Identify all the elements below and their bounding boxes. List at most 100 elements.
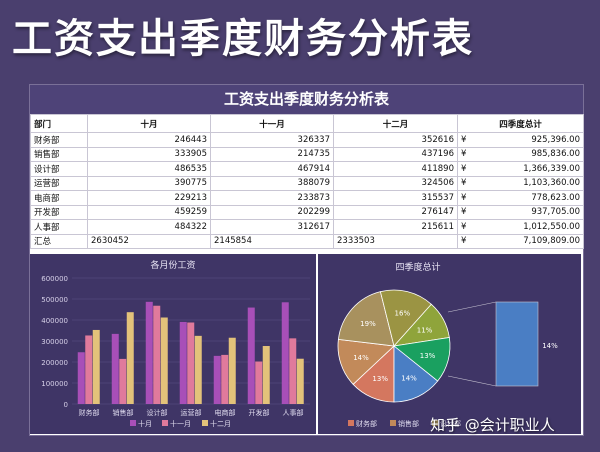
cell-total[interactable]: ¥937,705.00 — [457, 204, 584, 220]
header-total[interactable]: 四季度总计 — [457, 114, 584, 133]
watermark: 知乎 @会计职业人 — [430, 416, 555, 434]
bar-1-2 — [126, 312, 134, 404]
y-tick-label: 100000 — [41, 380, 68, 388]
cell-nov[interactable]: 312617 — [210, 219, 334, 235]
total-value: 1,012,550.00 — [523, 221, 580, 232]
total-value: 925,396.00 — [531, 134, 580, 145]
currency-symbol: ¥ — [461, 149, 467, 160]
cell-nov[interactable]: 233873 — [210, 190, 334, 206]
currency-symbol: ¥ — [461, 236, 467, 247]
bar-chart-panel[interactable]: 各月份工资 0 100000 200000 300000 400000 500000 6000… — [30, 254, 316, 434]
table-row: 销售部 333905 214735 437196 ¥985,836.00 — [30, 146, 584, 162]
x-tick-label: 人事部 — [283, 408, 304, 417]
legend-swatch — [390, 420, 396, 426]
bar-1-0 — [111, 333, 119, 404]
pie-label: 19% — [360, 320, 376, 328]
cell-dec[interactable]: 324506 — [333, 175, 458, 191]
cell-dec[interactable]: 411890 — [333, 161, 458, 177]
cell-oct[interactable]: 246443 — [87, 132, 211, 148]
total-value: 7,109,809.00 — [523, 236, 580, 247]
header-dept[interactable]: 部门 — [30, 114, 88, 133]
cell-oct[interactable]: 333905 — [87, 146, 211, 162]
cell-dept[interactable]: 设计部 — [30, 161, 88, 177]
table-row: 开发部 459259 202299 276147 ¥937,705.00 — [30, 204, 584, 220]
cell-total[interactable]: ¥985,836.00 — [457, 146, 584, 162]
bar-3-0 — [179, 321, 187, 404]
bar-2-0 — [145, 301, 153, 404]
cell-nov[interactable]: 2145854 — [210, 233, 334, 249]
exploded-bar — [495, 301, 539, 387]
header-row: 部门 十月 十一月 十二月 四季度总计 — [30, 114, 584, 133]
pie-chart-title: 四季度总计 — [395, 261, 440, 273]
legend-label: 十一月 — [170, 419, 191, 428]
cell-oct[interactable]: 390775 — [87, 175, 211, 191]
bar-0-1 — [85, 335, 93, 404]
cell-nov[interactable]: 202299 — [210, 204, 334, 220]
total-value: 1,366,339.00 — [523, 163, 580, 174]
pie-label: 13% — [372, 375, 388, 383]
cell-dec[interactable]: 276147 — [333, 204, 458, 220]
header-dec[interactable]: 十二月 — [333, 114, 458, 133]
pie-slice-3 — [379, 289, 432, 347]
cell-dept[interactable]: 汇总 — [30, 233, 88, 249]
legend-swatch — [162, 420, 168, 426]
cell-total[interactable]: ¥7,109,809.00 — [457, 233, 584, 249]
legend-swatch — [432, 420, 438, 426]
cell-dec[interactable]: 2333503 — [333, 233, 458, 249]
pie-chart: 四季度总计 13% 14% 19% 16% 11% 13% 14% 14% 财务部 销售部 设计部 — [337, 261, 558, 428]
cell-total[interactable]: ¥778,623.00 — [457, 190, 584, 206]
cell-dec[interactable]: 437196 — [333, 146, 458, 162]
cell-dec[interactable]: 315537 — [333, 190, 458, 206]
cell-dec[interactable]: 352616 — [333, 132, 458, 148]
pie-label: 16% — [395, 309, 411, 317]
cell-dept[interactable]: 人事部 — [30, 219, 88, 235]
pie-chart-panel[interactable]: 四季度总计 13% 14% 19% 16% 11% 13% 14% 14% 财务部 销售部 设计部 — [318, 254, 581, 434]
cell-oct[interactable]: 229213 — [87, 190, 211, 206]
banner-title: 工资支出季度财务分析表 — [12, 16, 474, 62]
cell-total[interactable]: ¥1,366,339.00 — [457, 161, 584, 177]
bar-2-2 — [160, 317, 168, 404]
cell-dept[interactable]: 电商部 — [30, 190, 88, 206]
bar-4-2 — [228, 337, 236, 404]
table-row: 设计部 486535 467914 411890 ¥1,366,339.00 — [30, 161, 584, 177]
currency-symbol: ¥ — [461, 192, 467, 203]
finance-table: 部门 十月 十一月 十二月 四季度总计 财务部 246443 326337 35261… — [30, 114, 584, 249]
bar-5-1 — [255, 361, 263, 404]
bar-6-2 — [296, 358, 304, 404]
connector-line — [447, 301, 497, 313]
cell-dept[interactable]: 财务部 — [30, 132, 88, 148]
cell-nov[interactable]: 214735 — [210, 146, 334, 162]
currency-symbol: ¥ — [461, 134, 467, 145]
cell-oct[interactable]: 2630452 — [87, 233, 211, 249]
summary-row: 汇总 2630452 2145854 2333503 ¥7,109,809.00 — [30, 233, 584, 249]
x-tick-label: 设计部 — [147, 408, 168, 417]
cell-nov[interactable]: 326337 — [210, 132, 334, 148]
table-title: 工资支出季度财务分析表 — [30, 85, 583, 114]
bar-chart-title: 各月份工资 — [150, 259, 195, 271]
pie-slice-2 — [337, 291, 395, 347]
cell-oct[interactable]: 486535 — [87, 161, 211, 177]
pie-label: 13% — [420, 352, 436, 360]
header-nov[interactable]: 十一月 — [210, 114, 334, 133]
bar-6-0 — [281, 302, 289, 404]
currency-symbol: ¥ — [461, 207, 467, 218]
cell-total[interactable]: ¥925,396.00 — [457, 132, 584, 148]
header-oct[interactable]: 十月 — [87, 114, 211, 133]
cell-dept[interactable]: 运营部 — [30, 175, 88, 191]
cell-dept[interactable]: 销售部 — [30, 146, 88, 162]
cell-nov[interactable]: 467914 — [210, 161, 334, 177]
cell-total[interactable]: ¥1,103,360.00 — [457, 175, 584, 191]
currency-symbol: ¥ — [461, 163, 467, 174]
legend-label: 销售部 — [398, 419, 419, 428]
legend-label: 财务部 — [356, 419, 377, 428]
cell-total[interactable]: ¥1,012,550.00 — [457, 219, 584, 235]
cell-oct[interactable]: 484322 — [87, 219, 211, 235]
exploded-label: 14% — [542, 342, 558, 350]
cell-dec[interactable]: 215611 — [333, 219, 458, 235]
cell-dept[interactable]: 开发部 — [30, 204, 88, 220]
cell-nov[interactable]: 388079 — [210, 175, 334, 191]
pie-slice-6 — [393, 345, 439, 403]
table-row: 电商部 229213 233873 315537 ¥778,623.00 — [30, 190, 584, 206]
currency-symbol: ¥ — [461, 178, 467, 189]
cell-oct[interactable]: 459259 — [87, 204, 211, 220]
